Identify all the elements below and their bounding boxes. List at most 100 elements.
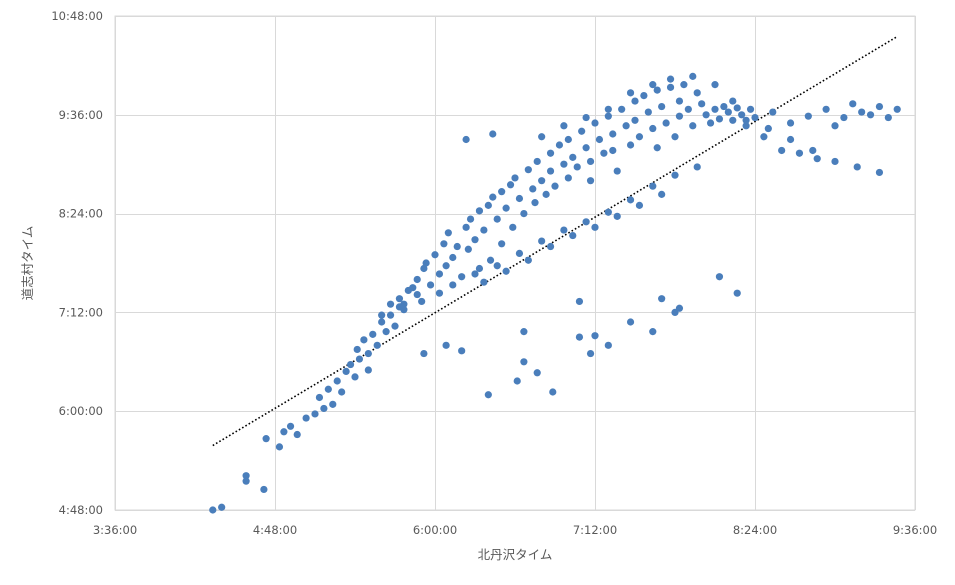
x-tick-labels: 3:36:00 4:48:00 6:00:00 7:12:00 8:24:00 9:36:…: [93, 523, 937, 537]
data-point: [351, 373, 359, 381]
data-point: [333, 377, 341, 385]
data-point: [386, 311, 395, 319]
data-point: [353, 345, 361, 354]
data-point: [813, 155, 821, 163]
data-point: [875, 168, 884, 177]
data-point: [369, 330, 377, 338]
data-point: [555, 141, 564, 149]
data-point: [840, 113, 848, 122]
data-point: [662, 119, 670, 127]
data-point: [475, 207, 484, 215]
data-point: [242, 477, 250, 485]
data-point: [831, 157, 839, 166]
data-point: [286, 422, 295, 430]
data-point: [733, 289, 741, 297]
data-point: [453, 242, 461, 251]
y-tick-labels: 4:48:00 6:00:00 7:12:00 8:24:00 9:36:00 10:48…: [51, 9, 103, 517]
data-point: [582, 113, 590, 122]
data-point: [618, 105, 626, 113]
data-point: [324, 385, 332, 393]
data-point: [764, 124, 772, 133]
data-point: [720, 102, 728, 111]
data-point: [706, 119, 715, 127]
data-point: [551, 182, 559, 190]
x-tick-label: 7:12:00: [573, 523, 617, 537]
data-point: [575, 297, 584, 306]
data-point: [360, 336, 368, 344]
data-point: [715, 115, 724, 123]
data-point: [378, 311, 386, 319]
data-point: [724, 108, 732, 116]
data-point: [560, 160, 568, 168]
data-point: [778, 146, 786, 155]
data-point: [653, 144, 661, 152]
data-point: [578, 127, 586, 135]
data-point: [626, 89, 635, 97]
data-point: [693, 163, 701, 171]
data-point: [729, 116, 737, 124]
data-point: [382, 328, 390, 336]
data-point: [546, 149, 555, 157]
data-point: [640, 91, 648, 100]
data-point: [502, 204, 510, 212]
data-point: [489, 193, 497, 201]
data-point: [671, 308, 679, 316]
data-point: [671, 133, 679, 141]
y-tick-label: 9:36:00: [59, 108, 103, 122]
data-point: [684, 105, 692, 113]
data-point: [591, 119, 599, 127]
data-point: [420, 264, 428, 273]
data-point: [471, 236, 479, 244]
data-point: [635, 133, 644, 141]
data-point: [513, 377, 521, 385]
data-point: [569, 153, 577, 161]
data-point: [560, 122, 568, 130]
data-point: [444, 229, 452, 237]
x-tick-label: 4:48:00: [253, 523, 297, 537]
data-point: [586, 157, 595, 166]
data-point: [853, 163, 861, 171]
data-point: [509, 223, 517, 231]
data-point: [742, 122, 750, 130]
data-point: [644, 108, 652, 116]
data-point: [462, 135, 470, 144]
data-point: [693, 89, 701, 97]
data-point: [524, 256, 532, 264]
data-point: [449, 253, 457, 262]
data-point: [666, 75, 675, 83]
data-point: [489, 130, 497, 138]
data-point: [218, 503, 226, 511]
data-point: [342, 367, 350, 376]
data-point: [831, 122, 839, 130]
data-point: [262, 435, 270, 443]
data-point: [418, 297, 426, 306]
data-point: [591, 332, 599, 340]
data-point: [471, 270, 479, 278]
data-point: [346, 360, 355, 369]
data-point: [573, 163, 581, 171]
y-tick-label: 10:48:00: [51, 9, 103, 23]
data-point: [649, 328, 657, 336]
data-point: [409, 284, 417, 292]
x-tick-label: 3:36:00: [93, 523, 137, 537]
data-point: [520, 358, 528, 366]
data-point: [564, 135, 572, 144]
data-point: [493, 262, 501, 270]
data-point: [546, 242, 555, 251]
data-point: [464, 245, 472, 253]
data-point: [320, 404, 328, 413]
data-point: [413, 290, 421, 299]
data-point: [515, 194, 524, 203]
data-point: [595, 135, 604, 144]
data-point: [591, 223, 599, 231]
data-point: [786, 119, 795, 127]
data-point: [395, 303, 404, 311]
data-point: [515, 249, 524, 257]
data-point: [542, 190, 550, 198]
data-point: [364, 349, 372, 358]
x-tick-label: 8:24:00: [733, 523, 777, 537]
y-axis-title: 道志村タイム: [20, 226, 35, 301]
data-point: [698, 100, 706, 108]
data-point: [442, 262, 450, 270]
